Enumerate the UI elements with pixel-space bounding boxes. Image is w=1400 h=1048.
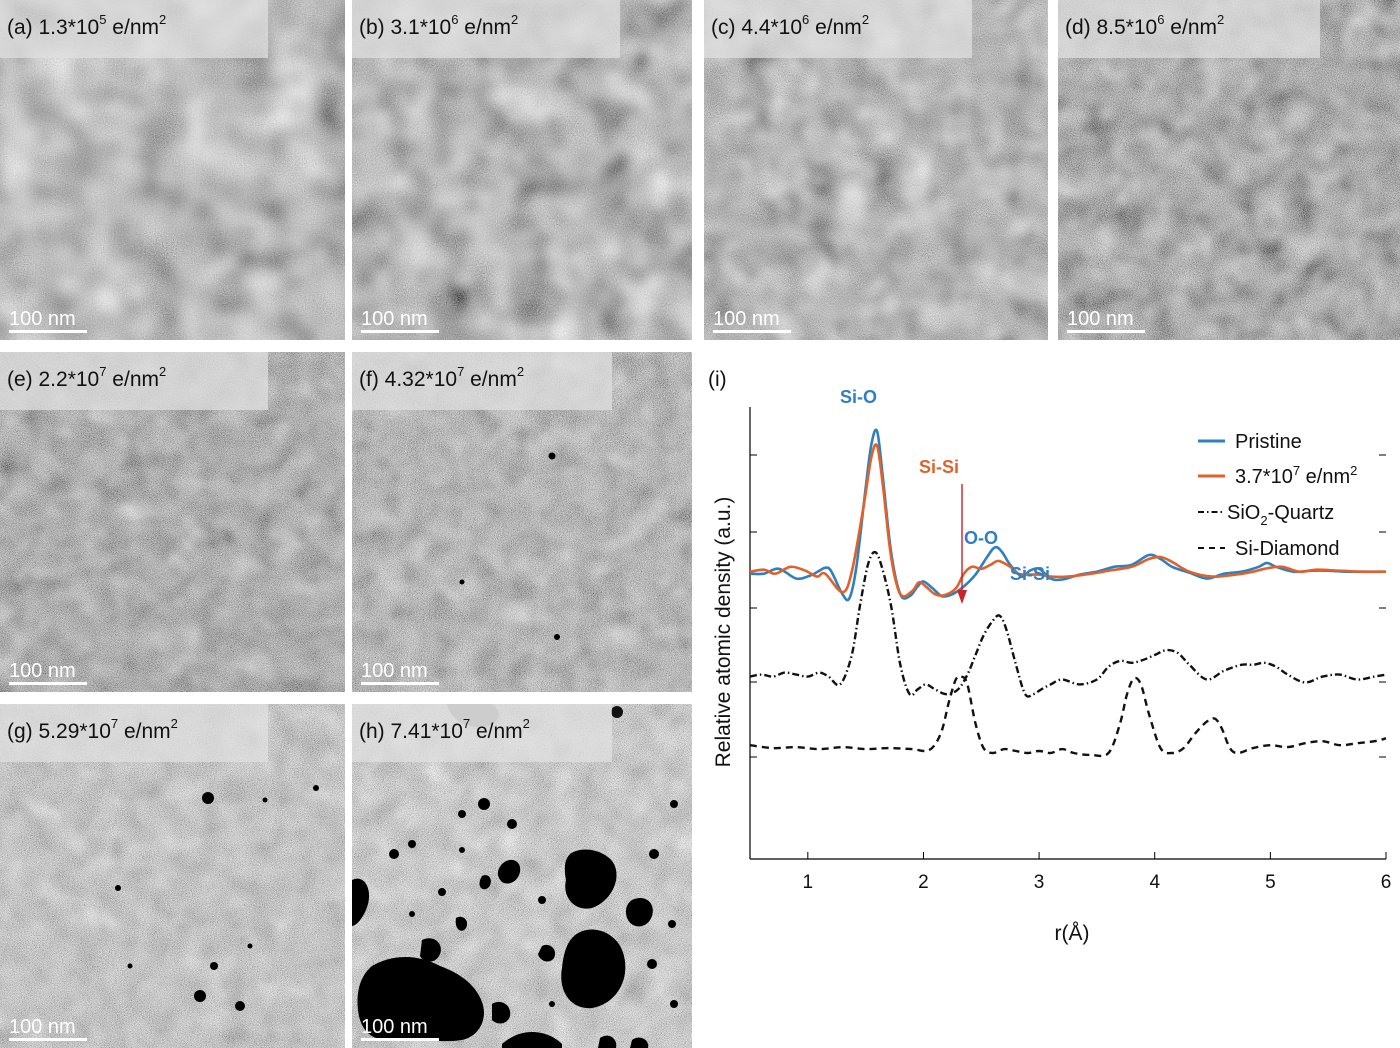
series-line-irradiated <box>749 443 1387 598</box>
panel-label-box <box>1058 0 1320 58</box>
panel-label-box <box>0 352 268 410</box>
series-group <box>749 428 1387 758</box>
panel-label: (g) 5.29*107 e/nm2 <box>7 716 178 743</box>
annotation-arrow-head <box>957 590 967 604</box>
micrograph-panel-c: (c) 4.4*106 e/nm2 100 nm <box>704 0 1048 340</box>
radial-distribution-chart: (i) 1 2 3 4 5 6 r(Å) Relative atomic density … <box>708 368 1392 945</box>
scale-bar: 100 nm <box>9 661 87 685</box>
x-tick-label: 4 <box>1149 872 1160 893</box>
scale-bar: 100 nm <box>361 1017 439 1041</box>
micrograph-panel-g: (g) 5.29*107 e/nm2 100 nm <box>0 704 345 1048</box>
panel-label: (d) 8.5*106 e/nm2 <box>1065 12 1225 39</box>
series-line-pristine <box>749 428 1386 602</box>
panel-label: (c) 4.4*106 e/nm2 <box>711 12 870 39</box>
x-axis-label: r(Å) <box>1055 922 1090 945</box>
panel-label-box <box>352 704 612 762</box>
panel-label-box <box>704 0 972 58</box>
legend-label-irradiated: 3.7*107 e/nm2 <box>1235 463 1357 488</box>
annotation-si-si-red: Si-Si <box>919 457 959 477</box>
series-line-diamond <box>749 674 1387 758</box>
x-tick-label: 1 <box>803 872 814 893</box>
scale-bar: 100 nm <box>1067 309 1145 333</box>
micrograph-panel-e: (e) 2.2*107 e/nm2 100 nm <box>0 352 345 692</box>
legend: Pristine 3.7*107 e/nm2 SiO2-Quartz Si-Di… <box>1198 431 1357 560</box>
legend-label-quartz: SiO2-Quartz <box>1227 502 1334 528</box>
x-tick-group: 1 2 3 4 5 6 <box>803 852 1392 893</box>
micrograph-panel-h: (h) 7.41*107 e/nm2 100 nm <box>352 704 692 1048</box>
scale-bar: 100 nm <box>9 309 87 333</box>
panel-label: (f) 4.32*107 e/nm2 <box>359 364 525 391</box>
panel-label: (e) 2.2*107 e/nm2 <box>7 364 167 391</box>
y-axis-label: Relative atomic density (a.u.) <box>712 497 735 768</box>
panel-label: (a) 1.3*105 e/nm2 <box>7 12 167 39</box>
panel-label: (h) 7.41*107 e/nm2 <box>359 716 530 743</box>
x-tick-label: 3 <box>1034 872 1045 893</box>
panel-label-box <box>0 0 268 58</box>
micrograph-panel-b: (b) 3.1*106 e/nm2 100 nm <box>352 0 692 340</box>
x-tick-label: 5 <box>1265 872 1276 893</box>
scale-bar: 100 nm <box>713 309 791 333</box>
plot-frame <box>749 407 1386 860</box>
legend-label-pristine: Pristine <box>1235 431 1302 453</box>
x-tick-label: 6 <box>1381 872 1392 893</box>
panel-label-box <box>352 352 612 410</box>
panel-label: (b) 3.1*106 e/nm2 <box>359 12 519 39</box>
scale-bar: 100 nm <box>361 309 439 333</box>
legend-label-diamond: Si-Diamond <box>1235 538 1339 560</box>
micrograph-panel-f: (f) 4.32*107 e/nm2 100 nm <box>352 352 692 692</box>
scale-bar: 100 nm <box>9 1017 87 1041</box>
panel-label-box <box>0 704 268 762</box>
panel-label-i: (i) <box>708 368 727 391</box>
series-line-quartz <box>749 550 1387 698</box>
scale-bar: 100 nm <box>361 661 439 685</box>
panel-label-box <box>352 0 620 58</box>
micrograph-panel-a: (a) 1.3*105 e/nm2 100 nm <box>0 0 345 340</box>
annotation-o-o: O-O <box>964 528 998 548</box>
x-tick-label: 2 <box>918 872 929 893</box>
micrograph-panel-d: (d) 8.5*106 e/nm2 100 nm <box>1058 0 1400 340</box>
annotation-si-o: Si-O <box>840 387 877 407</box>
annotation-si-si-blue: Si-Si <box>1010 564 1050 584</box>
